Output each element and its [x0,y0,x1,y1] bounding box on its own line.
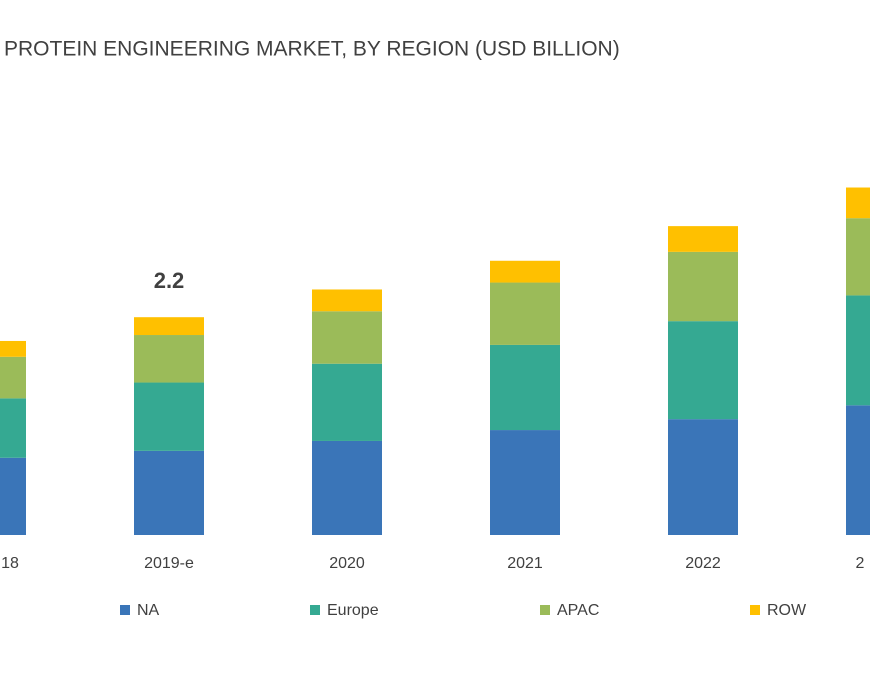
legend-marker [750,605,760,615]
bar-segment [490,430,560,535]
bar-segment [668,419,738,535]
chart-title: PROTEIN ENGINEERING MARKET, BY REGION (U… [4,38,620,61]
x-tick-label: 2021 [507,555,543,572]
legend-marker [540,605,550,615]
bar-segment [0,356,26,399]
x-tick-label: 2 [856,555,865,572]
bar-segment [312,363,382,441]
legend-marker [310,605,320,615]
bar-segment [846,218,870,296]
bar-segment [846,405,870,535]
bar-segment [490,260,560,283]
bar-segment [134,450,204,535]
bar-segment [668,251,738,322]
bar-segment [312,440,382,535]
bar-segment [668,226,738,252]
bar-segment [312,311,382,364]
x-tick-label: 2019-e [144,555,194,572]
bar-segment [846,187,870,219]
x-tick-label: 2020 [329,555,365,572]
bar-segment [134,335,204,383]
bar-segment [490,282,560,345]
x-tick-label: 2022 [685,555,721,572]
bar-segment [846,295,870,406]
bar-segment [134,317,204,336]
legend-label: ROW [767,602,807,619]
legend-label: NA [137,602,160,619]
x-tick-label: 18 [1,555,19,572]
bar-segment [490,344,560,431]
legend-label: Europe [327,602,379,619]
legend-marker [120,605,130,615]
bar-segment [0,398,26,458]
bar-segment [312,289,382,312]
bar-segment [134,382,204,451]
total-label: 2.2 [154,268,185,293]
bar-segment [668,321,738,420]
legend-label: APAC [557,602,599,619]
bar-segment [0,340,26,357]
bar-segment [0,457,26,535]
